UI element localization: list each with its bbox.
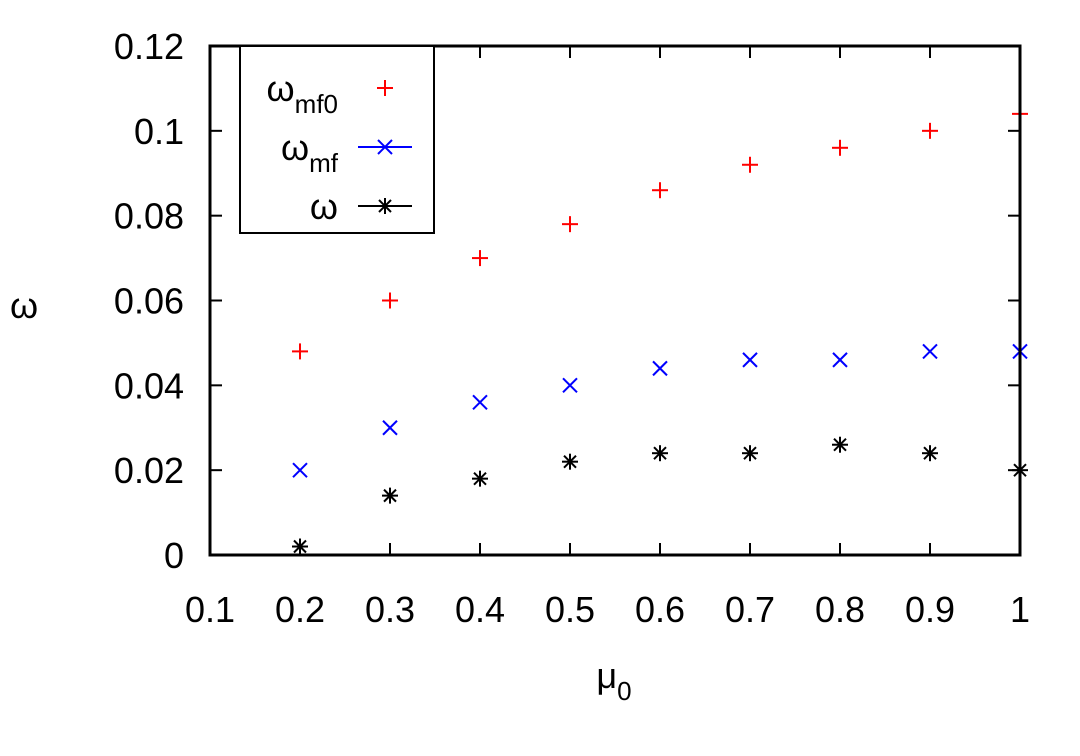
data-point	[472, 250, 488, 267]
x-tick-label: 0.9	[905, 589, 955, 630]
legend-box	[239, 45, 435, 234]
x-tick-label: 1	[1010, 589, 1030, 630]
data-point	[832, 139, 848, 156]
legend-marker	[377, 198, 393, 214]
y-tick-label: 0	[164, 535, 184, 576]
x-tick-label: 0.3	[365, 589, 415, 630]
legend-label-subscript: mf0	[295, 89, 338, 119]
legend-entry: ωmf0	[267, 68, 393, 119]
data-point	[742, 156, 758, 173]
legend-marker	[377, 80, 393, 96]
x-tick-label: 0.5	[545, 589, 595, 630]
data-point	[382, 487, 398, 504]
series-mf0	[292, 105, 1028, 360]
data-point	[742, 352, 758, 368]
data-point	[292, 343, 308, 360]
data-point	[472, 394, 488, 411]
x-axis-label: μ0	[596, 655, 631, 706]
data-point	[652, 445, 668, 462]
data-point	[472, 470, 488, 487]
x-axis-label-main: μ	[596, 655, 617, 696]
y-tick-label: 0.08	[114, 196, 184, 237]
x-tick-label: 0.6	[635, 589, 685, 630]
x-tick-label: 0.7	[725, 589, 775, 630]
data-point	[562, 453, 578, 470]
data-point	[832, 436, 848, 453]
y-tick-label: 0.06	[114, 281, 184, 322]
legend-label: ωmf0	[267, 68, 338, 119]
series-mf	[292, 343, 1028, 478]
data-point	[382, 292, 398, 309]
data-point	[562, 377, 578, 394]
data-point	[922, 343, 938, 360]
legend-label-main: ω	[281, 127, 309, 168]
x-axis-label-subscript: 0	[617, 676, 631, 706]
legend-label-main: ω	[267, 68, 295, 109]
plot-frame	[208, 44, 1022, 557]
data-point	[652, 182, 668, 199]
data-point	[652, 360, 668, 377]
tick-labels: 0.1 0.2 0.3 0.4 0.5 0.6 0.7 0.8 0.9 1 0 0.02 0.04 0.0…	[114, 26, 1030, 630]
y-tick-label: 0.04	[114, 365, 184, 406]
legend-entry: ωmf	[281, 127, 412, 178]
y-axis-label: ω	[10, 285, 38, 326]
legend-label-subscript: mf	[309, 148, 339, 178]
data-point	[922, 122, 938, 139]
y-tick-label: 0.1	[134, 111, 184, 152]
x-tick-label: 0.8	[815, 589, 865, 630]
y-tick-label: 0.02	[114, 450, 184, 491]
data-point	[562, 216, 578, 233]
legend-label: ωmf	[281, 127, 339, 178]
data-point	[832, 352, 848, 368]
data-point	[292, 462, 308, 478]
x-tick-label: 0.4	[455, 589, 505, 630]
data-point	[742, 445, 758, 462]
legend-label-main: ω	[310, 186, 338, 227]
legend-marker	[377, 139, 393, 155]
x-tick-label: 0.1	[185, 589, 235, 630]
y-tick-label: 0.12	[114, 26, 184, 67]
legend-entry: ω	[310, 186, 412, 227]
series-omega	[292, 436, 1028, 555]
data-markers	[292, 105, 1028, 555]
x-tick-label: 0.2	[275, 589, 325, 630]
legend-label: ω	[310, 186, 338, 227]
data-point	[922, 445, 938, 462]
data-point	[292, 538, 308, 555]
data-point	[382, 420, 398, 436]
